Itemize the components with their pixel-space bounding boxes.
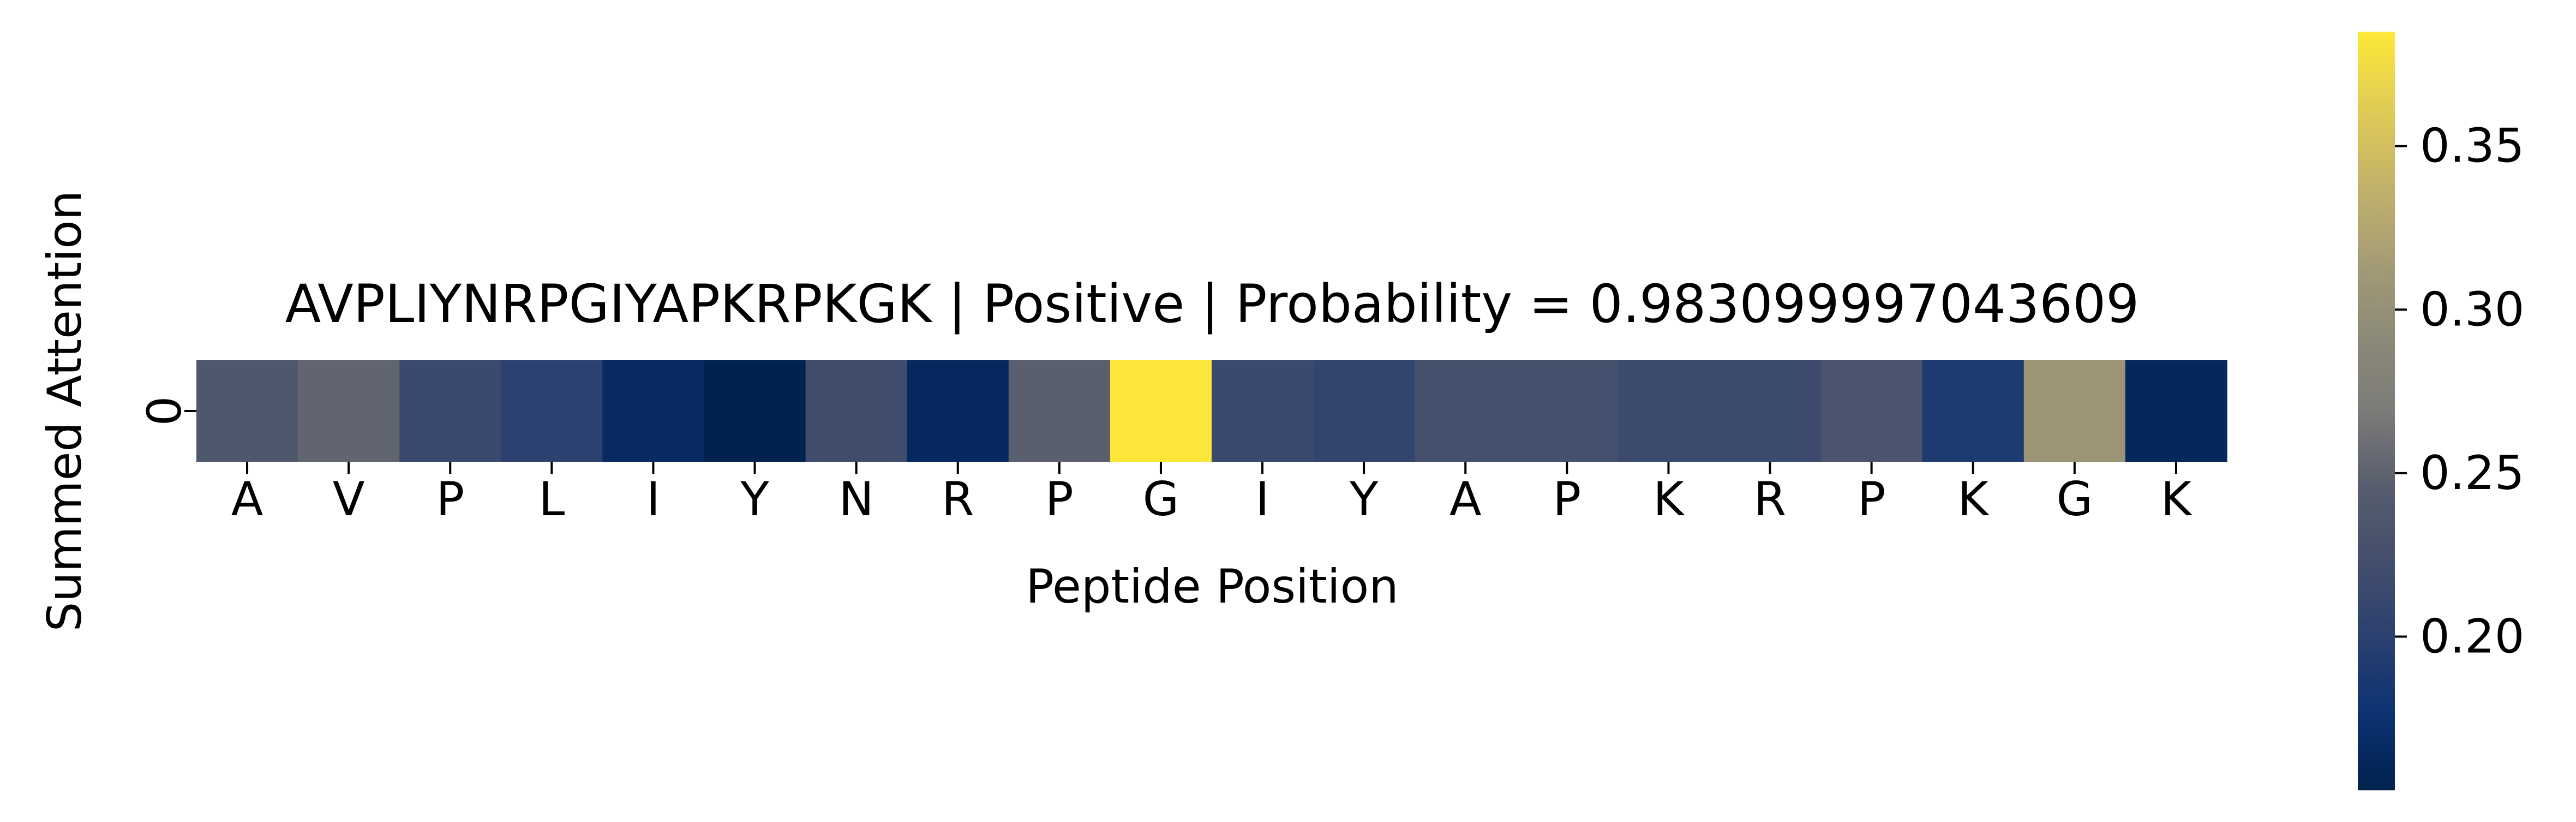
x-tick-label: K	[1653, 472, 1685, 527]
heatmap-cell	[298, 360, 400, 462]
x-tick-label: R	[942, 472, 974, 527]
x-axis-label: Peptide Position	[1026, 559, 1399, 614]
x-tick-label: P	[1045, 472, 1074, 527]
x-tick-label: A	[1449, 472, 1482, 527]
colorbar-tick-label: 0.25	[2420, 446, 2524, 501]
y-axis-label: Summed Attention	[38, 190, 92, 632]
heatmap-cell	[399, 360, 502, 462]
colorbar-ticks: 0.20 0.25 0.30 0.35	[2395, 119, 2524, 664]
heatmap-cell	[2023, 360, 2126, 462]
heatmap-cell	[602, 360, 705, 462]
x-tick-label: I	[646, 472, 660, 527]
heatmap-cell	[1618, 360, 1720, 462]
y-tick-label: 0	[137, 396, 192, 426]
heatmap-cell	[501, 360, 603, 462]
heatmap-cell	[704, 360, 806, 462]
chart-title: AVPLIYNRPGIYAPKRPKGK | Positive | Probab…	[285, 273, 2140, 335]
heatmap-cell	[2125, 360, 2227, 462]
y-axis-ticks: 0	[137, 396, 196, 426]
heatmap-cell	[1719, 360, 1822, 462]
heatmap-cell	[1820, 360, 1923, 462]
colorbar	[2358, 32, 2395, 790]
heatmap-cell	[196, 360, 298, 462]
heatmap-cell	[907, 360, 1009, 462]
x-tick-label: G	[2057, 472, 2093, 527]
heatmap-cell	[1313, 360, 1415, 462]
x-tick-label: K	[1958, 472, 1990, 527]
x-tick-label: V	[333, 472, 365, 527]
x-tick-label: K	[2161, 472, 2193, 527]
x-tick-label: P	[1858, 472, 1886, 527]
heatmap-cell	[1415, 360, 1517, 462]
heatmap-cell	[1212, 360, 1314, 462]
x-tick-label: Y	[740, 472, 769, 527]
heatmap-cell	[1110, 360, 1212, 462]
x-tick-label: P	[1553, 472, 1581, 527]
colorbar-tick-label: 0.35	[2420, 119, 2524, 174]
heatmap-cell	[805, 360, 908, 462]
heatmap-cell	[1008, 360, 1111, 462]
colorbar-tick-label: 0.20	[2420, 609, 2524, 664]
x-tick-label: A	[231, 472, 263, 527]
x-tick-label: P	[436, 472, 464, 527]
heatmap-cell	[1516, 360, 1619, 462]
heatmap-cells	[196, 360, 2227, 462]
x-tick-label: N	[838, 472, 873, 527]
x-tick-label: I	[1255, 472, 1269, 527]
x-tick-label: R	[1754, 472, 1787, 527]
x-tick-label: G	[1143, 472, 1179, 527]
colorbar-tick-label: 0.30	[2420, 282, 2524, 337]
heatmap-cell	[1922, 360, 2024, 462]
x-tick-label: L	[538, 472, 565, 527]
x-tick-label: Y	[1349, 472, 1379, 527]
